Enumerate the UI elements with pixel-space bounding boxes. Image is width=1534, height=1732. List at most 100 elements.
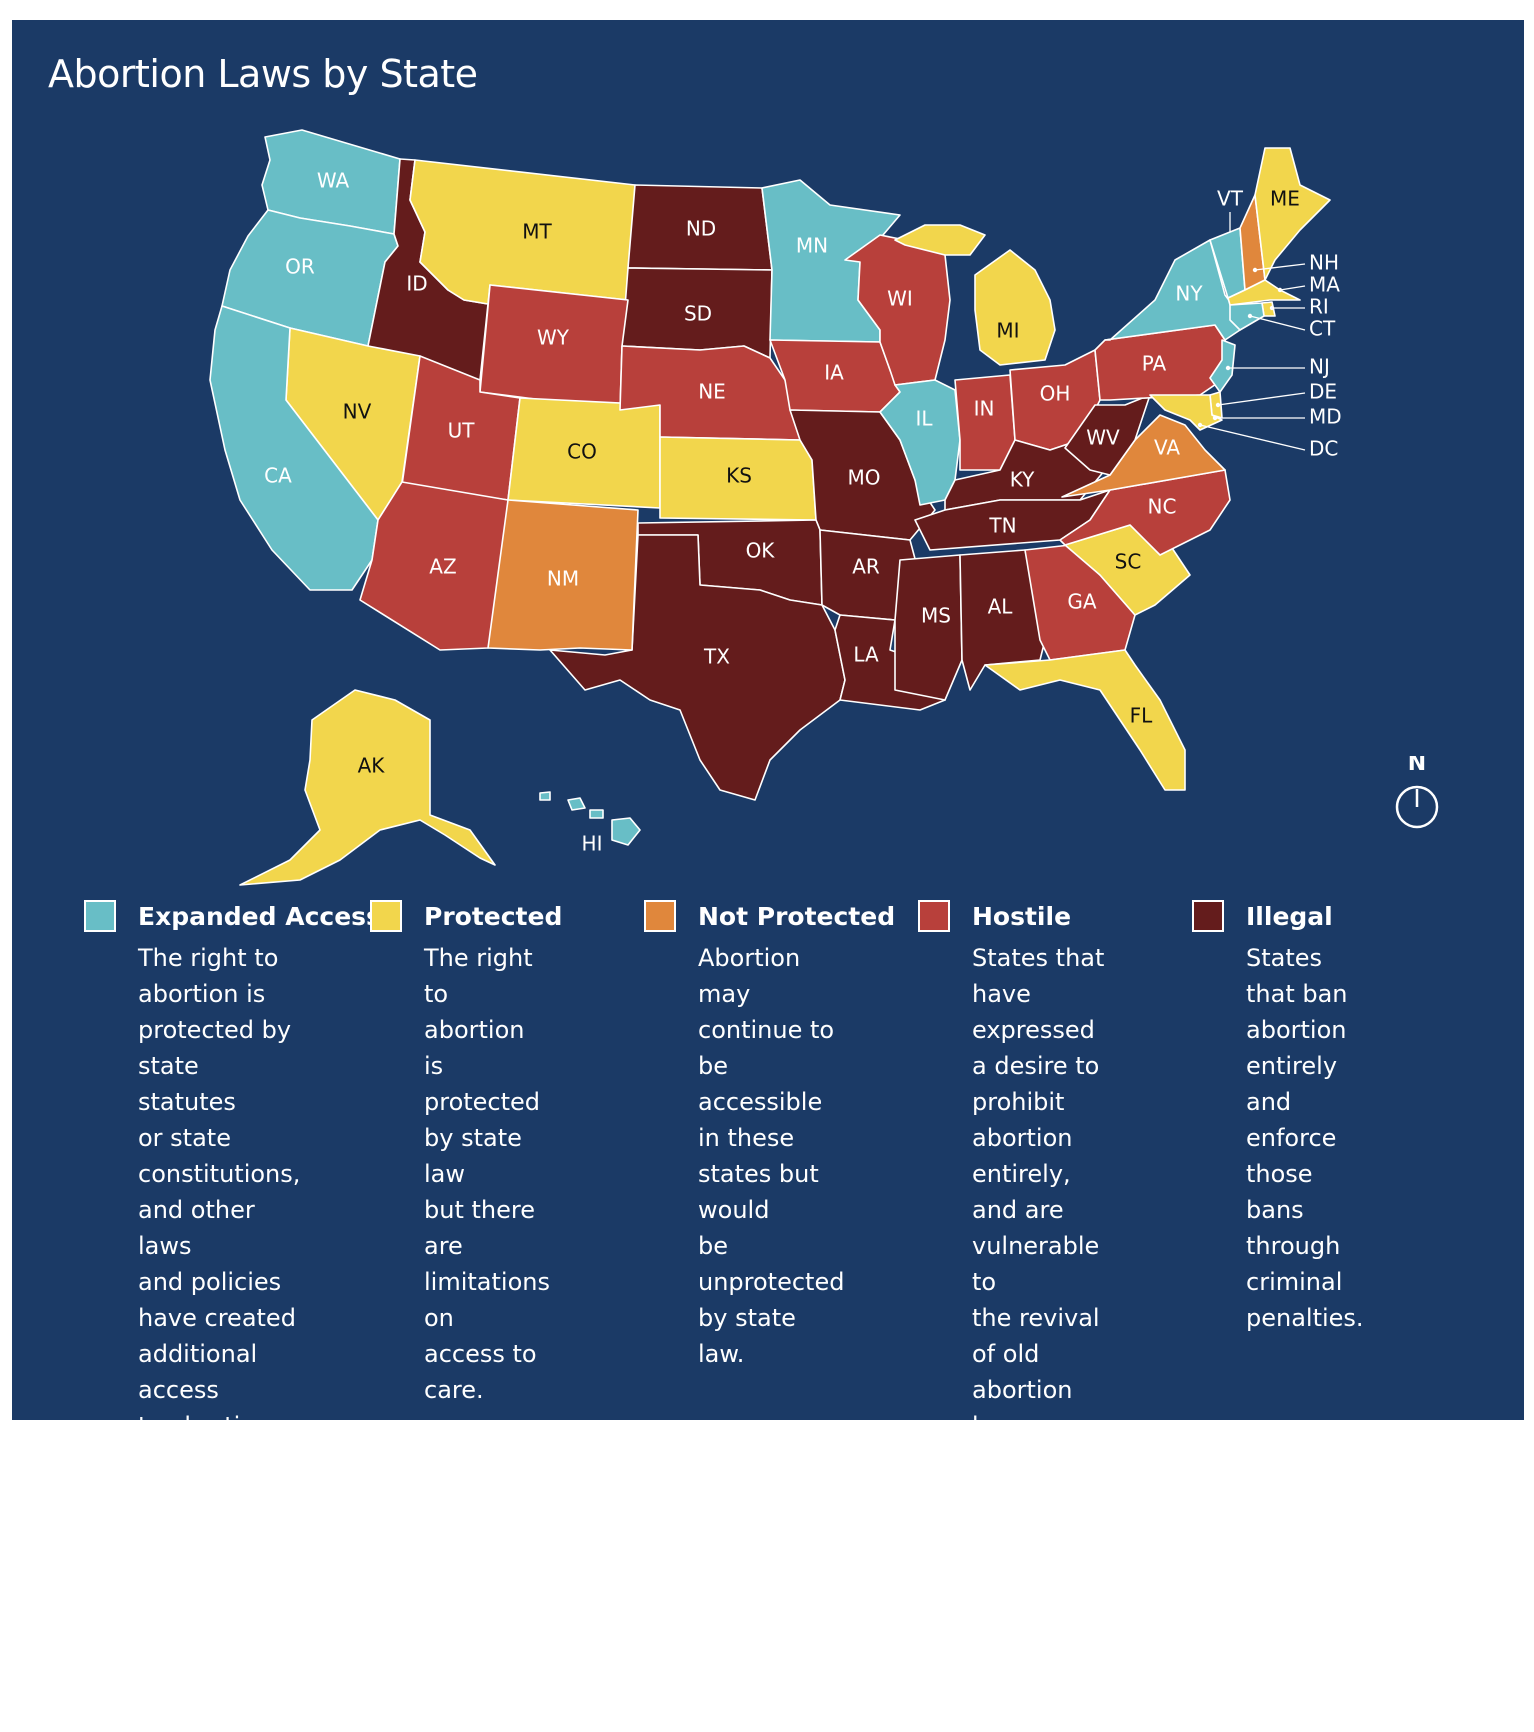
- state-md: [1149, 394, 1223, 431]
- state-label-ks: KS: [726, 464, 752, 488]
- legend-swatch: [370, 900, 402, 932]
- state-label-il: IL: [915, 407, 933, 431]
- state-label-nc: NC: [1148, 495, 1177, 519]
- state-label-hi: HI: [582, 832, 603, 856]
- state-label-ak: AK: [358, 754, 386, 778]
- state-label-ky: KY: [1010, 468, 1035, 492]
- state-label-nm: NM: [547, 567, 579, 591]
- state-label-ia: IA: [824, 361, 844, 385]
- state-mi: [974, 249, 1056, 366]
- state-label-ma: MA: [1309, 273, 1340, 297]
- legend-description: The right to abortion is protected by st…: [138, 944, 301, 1476]
- state-label-mi: MI: [996, 319, 1019, 343]
- state-label-wa: WA: [317, 169, 350, 193]
- legend: Expanded Access The right to abortion is…: [72, 900, 1492, 1728]
- leader-dot: [1277, 287, 1283, 293]
- legend-description: The right to abortion is protected by st…: [424, 944, 550, 1404]
- legend-title: Expanded Access: [138, 902, 381, 931]
- legend-swatch: [84, 900, 116, 932]
- leader-dot: [1197, 422, 1203, 428]
- state-label-nd: ND: [686, 217, 716, 241]
- state-label-ca: CA: [264, 464, 292, 488]
- state-in: [954, 374, 1016, 471]
- leader-dot: [1225, 365, 1231, 371]
- legend-swatch: [918, 900, 950, 932]
- legend-title: Hostile: [972, 902, 1072, 931]
- state-label-nj: NJ: [1309, 355, 1330, 379]
- state-label-dc: DC: [1309, 437, 1338, 461]
- state-az: [359, 481, 509, 651]
- state-label-ut: UT: [448, 419, 476, 443]
- legend-swatch: [1192, 900, 1224, 932]
- legend-title: Illegal: [1246, 902, 1333, 931]
- state-label-ne: NE: [698, 380, 726, 404]
- state-label-id: ID: [406, 272, 427, 296]
- leader-line: [1199, 424, 1306, 451]
- state-label-nh: NH: [1309, 251, 1339, 275]
- north-arrow-icon: N: [1392, 751, 1442, 836]
- state-label-az: AZ: [429, 555, 456, 579]
- state-label-tn: TN: [988, 514, 1016, 538]
- state-label-wy: WY: [537, 326, 570, 350]
- state-label-or: OR: [285, 255, 315, 279]
- state-label-la: LA: [853, 643, 879, 667]
- leader-dot: [1247, 313, 1253, 319]
- state-label-ny: NY: [1175, 282, 1203, 306]
- leader-dot: [1269, 305, 1275, 311]
- state-label-fl: FL: [1130, 704, 1154, 728]
- state-label-mn: MN: [796, 234, 828, 258]
- state-ms: [894, 554, 963, 701]
- state-label-mt: MT: [522, 220, 552, 244]
- leader-line: [1279, 285, 1306, 291]
- state-label-ms: MS: [921, 604, 951, 628]
- state-label-tx: TX: [703, 645, 730, 669]
- state-me: [1254, 147, 1331, 281]
- us-map: WA OR CA ID NV MT WY UT CO AZ NM ND SD NE KS OK TX MN IA MO…: [209, 129, 1342, 886]
- state-label-vt: VT: [1217, 187, 1244, 211]
- legend-title: Protected: [424, 902, 563, 931]
- legend-description: States that have expressed a desire to p…: [972, 944, 1108, 1728]
- state-label-wi: WI: [887, 287, 913, 311]
- state-label-ga: GA: [1067, 590, 1096, 614]
- state-label-al: AL: [988, 595, 1014, 619]
- leader-dot: [1215, 402, 1221, 408]
- state-label-in: IN: [974, 397, 995, 421]
- legend-title: Not Protected: [698, 902, 896, 931]
- state-label-co: CO: [567, 440, 597, 464]
- state-label-sc: SC: [1115, 550, 1142, 574]
- state-fl: [984, 649, 1186, 791]
- legend-description: States that ban abortion entirely and en…: [1246, 944, 1364, 1332]
- state-label-wv: WV: [1086, 426, 1120, 450]
- state-hi: [567, 797, 586, 811]
- state-hi: [539, 791, 551, 801]
- legend-description: Abortion may continue to be accessible i…: [698, 944, 845, 1368]
- state-label-ri: RI: [1309, 295, 1329, 319]
- state-label-ok: OK: [746, 539, 776, 563]
- state-label-ar: AR: [852, 555, 880, 579]
- page-title: Abortion Laws by State: [48, 52, 478, 96]
- state-il: [879, 379, 961, 506]
- leader-dot: [1212, 415, 1218, 421]
- state-ca: [209, 305, 379, 591]
- state-hi: [611, 817, 641, 846]
- leader-line: [1249, 315, 1306, 331]
- state-wv: [1064, 394, 1151, 476]
- leader-dot: [1252, 267, 1258, 273]
- legend-swatch: [644, 900, 676, 932]
- leader-line: [1254, 263, 1306, 271]
- state-label-me: ME: [1270, 187, 1300, 211]
- state-label-ct: CT: [1309, 317, 1336, 341]
- state-label-md: MD: [1309, 405, 1342, 429]
- state-mi: [894, 224, 986, 256]
- state-label-oh: OH: [1040, 382, 1071, 406]
- state-label-pa: PA: [1142, 352, 1167, 376]
- state-ak: [239, 689, 496, 886]
- state-ct: [1229, 302, 1265, 331]
- state-label-mo: MO: [848, 466, 881, 490]
- leader-line: [1217, 392, 1306, 406]
- state-label-nv: NV: [343, 400, 372, 424]
- state-nc: [1059, 469, 1231, 556]
- state-label-de: DE: [1309, 380, 1337, 404]
- state-label-va: VA: [1154, 436, 1180, 460]
- state-tx: [549, 534, 846, 801]
